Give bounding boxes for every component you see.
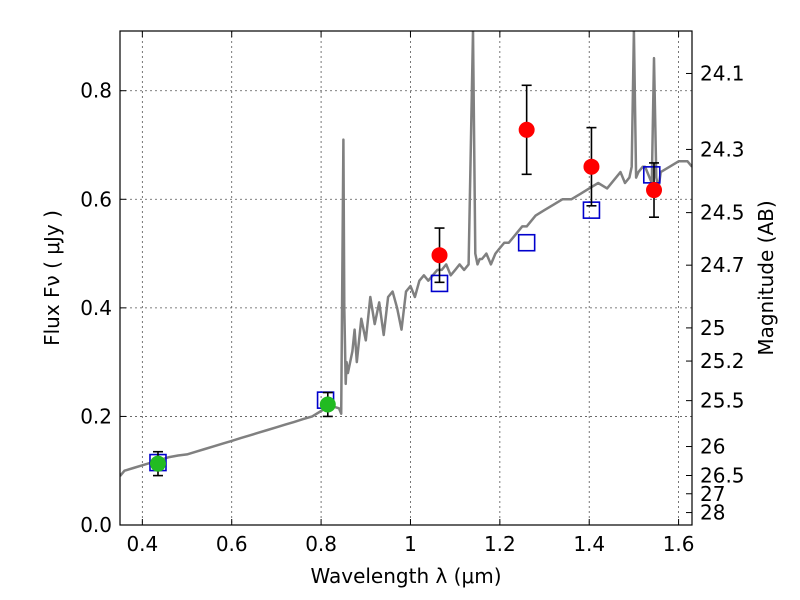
y-right-tick-label: 28 [700, 501, 725, 525]
y-axis-label: Flux Fν ( μJy ) [40, 210, 64, 346]
y-tick-label: 0.8 [80, 79, 112, 103]
plot-frame [119, 30, 693, 526]
y-right-tick-label: 25 [700, 316, 725, 340]
y-tick-label: 0.4 [80, 296, 112, 320]
y-tick-label: 0.0 [80, 513, 112, 537]
y-tick-label: 0.2 [80, 404, 112, 428]
observed-flux-point [583, 158, 600, 175]
y-right-tick-label: 27 [700, 482, 725, 506]
x-tick-label: 1.6 [663, 532, 695, 556]
observed-flux-point [646, 182, 663, 199]
y-right-tick-label: 26.5 [700, 463, 745, 487]
x-tick-label: 0.4 [126, 532, 158, 556]
y-right-tick-label: 24.7 [700, 253, 745, 277]
spectrum-line [120, 31, 692, 477]
y-axis-right-label: Magnitude (AB) [754, 200, 778, 355]
observed-flux-point [431, 247, 448, 264]
y-right-tick-label: 24.1 [700, 61, 745, 85]
y-right-tick-label: 26 [700, 435, 725, 459]
y-right-tick-label: 25.5 [700, 389, 745, 413]
x-tick-label: 1.4 [573, 532, 605, 556]
observed-flux-point [319, 396, 336, 413]
photometry-points [149, 84, 663, 477]
y-right-tick-label: 24.3 [700, 137, 745, 161]
observed-flux-point [149, 455, 166, 472]
y-tick-label: 0.6 [80, 187, 112, 211]
grid-lines [120, 31, 692, 526]
x-tick-label: 1.2 [484, 532, 516, 556]
x-tick-label: 0.8 [305, 532, 337, 556]
model-flux-square [517, 233, 536, 252]
x-tick-label: 1 [404, 532, 417, 556]
observed-flux-point [518, 121, 535, 138]
model-spectrum [120, 31, 692, 477]
x-tick-label: 0.6 [216, 532, 248, 556]
x-axis-label: Wavelength λ (μm) [310, 564, 501, 588]
axis-ticks: 0.4 0.6 0.8 1 1.2 1.4 1.6 0.0 0.2 0.4 0.6 0.8 24.1 24… [80, 31, 745, 556]
y-right-tick-label: 25.2 [700, 349, 745, 373]
y-right-tick-label: 24.5 [700, 201, 745, 225]
